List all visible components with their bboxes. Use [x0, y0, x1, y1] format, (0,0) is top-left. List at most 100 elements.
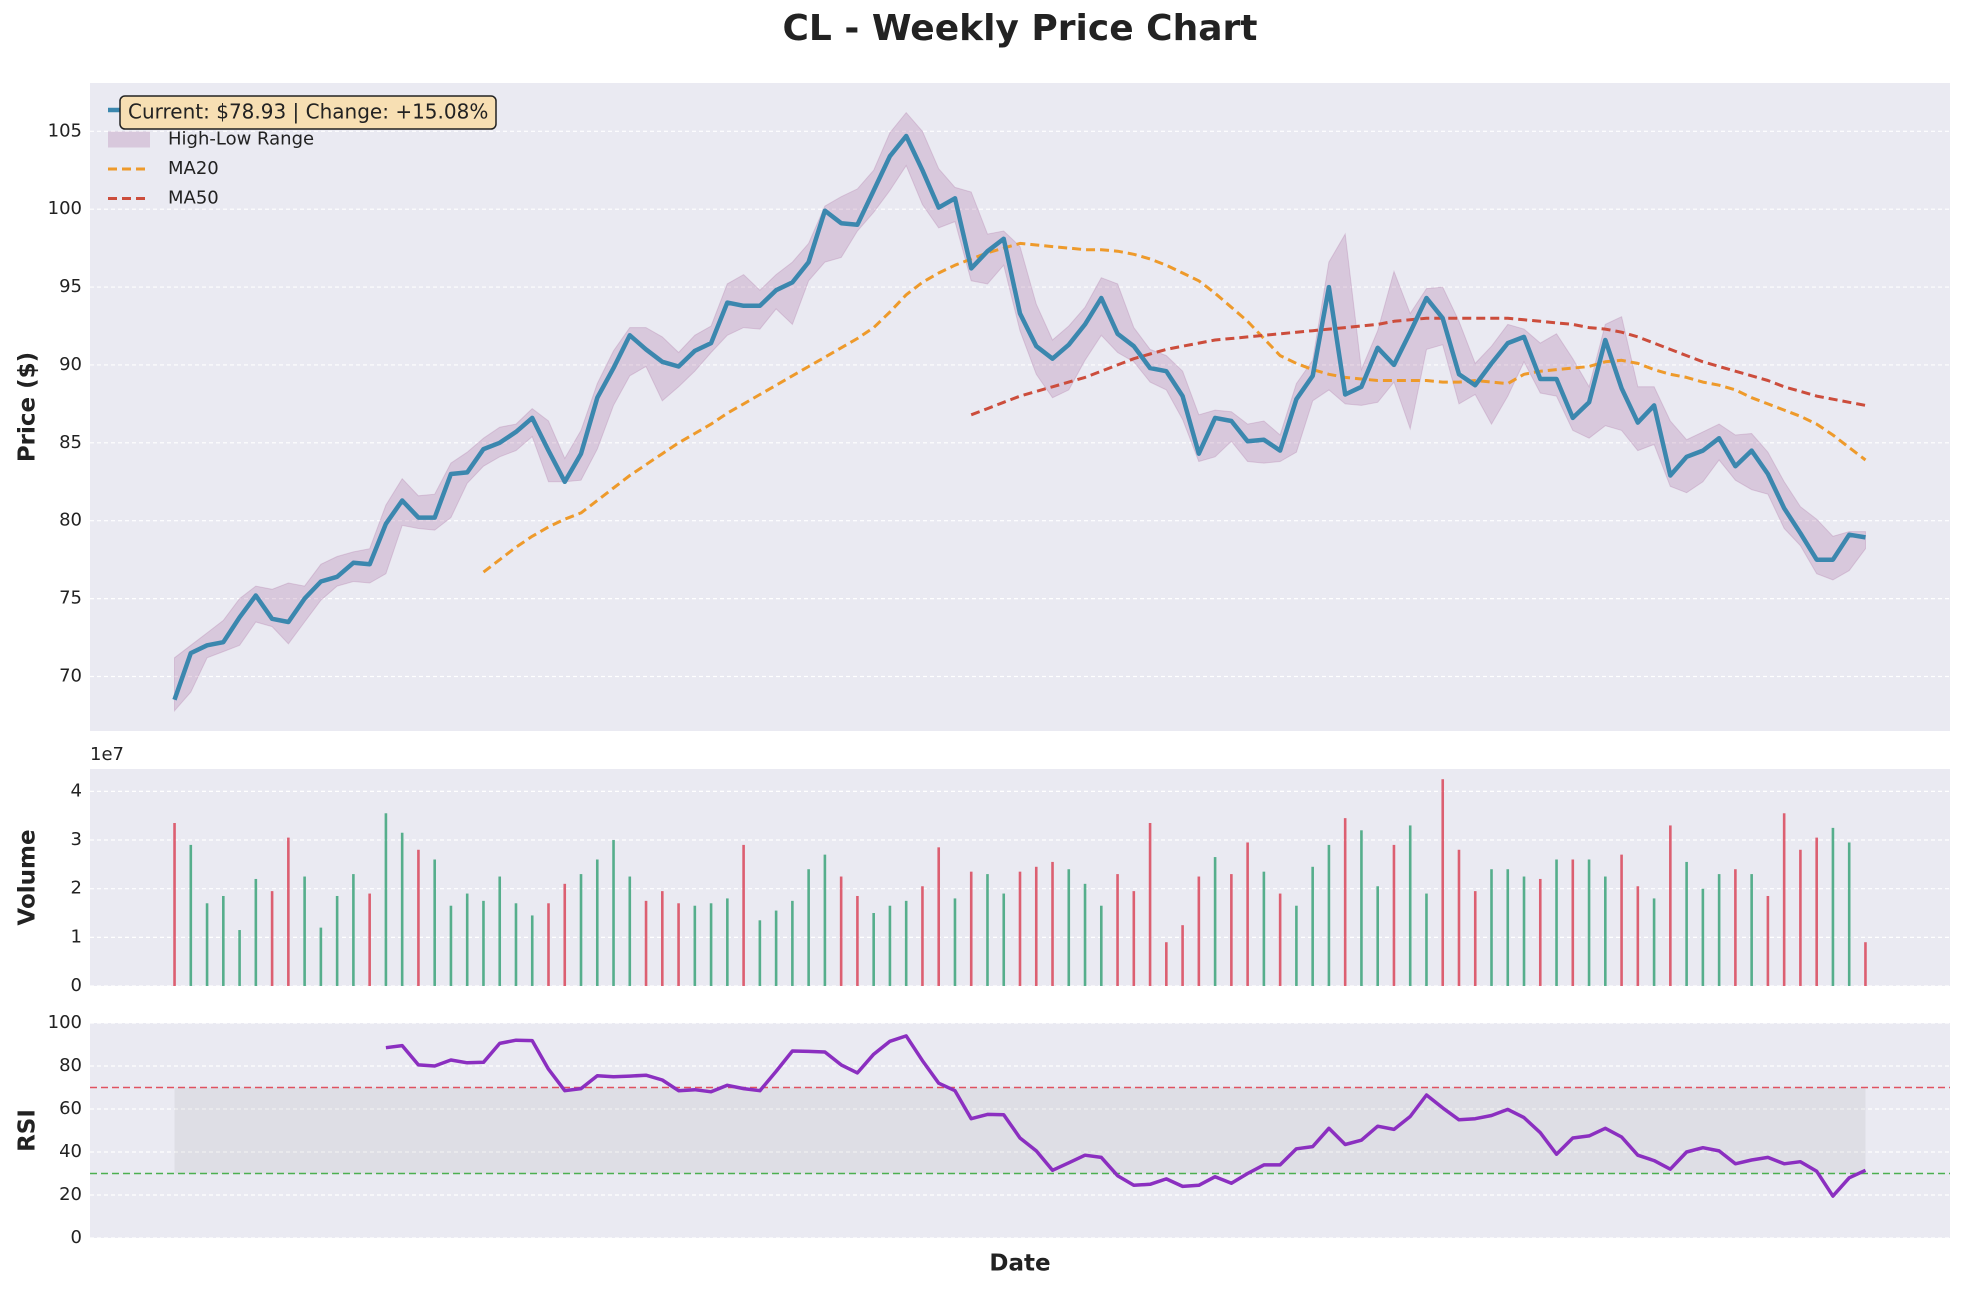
volume-bar — [1262, 871, 1266, 986]
volume-bar — [1425, 893, 1428, 986]
y-tick-label: 80 — [59, 1055, 82, 1076]
y-tick-label: 3 — [71, 829, 82, 850]
volume-bar — [205, 903, 209, 986]
legend-label: MA20 — [168, 158, 219, 179]
y-axis-label: RSI — [15, 1109, 41, 1152]
volume-bar — [872, 913, 875, 986]
volume-bar — [352, 874, 355, 986]
annotation-box — [119, 95, 497, 130]
volume-bar — [1457, 849, 1461, 986]
moving-average — [970, 316, 1866, 417]
y-tick-label: 80 — [59, 510, 82, 531]
volume-bar — [1506, 869, 1510, 986]
volume-bar — [1815, 837, 1818, 986]
volume-bar — [1165, 942, 1168, 986]
moving-average — [482, 241, 1867, 574]
volume-bar — [1604, 876, 1607, 986]
volume-bar — [807, 869, 810, 986]
volume-bar — [1051, 861, 1054, 986]
volume-bar — [856, 895, 859, 986]
volume-bar — [222, 895, 225, 986]
y-tick-label: 20 — [59, 1184, 82, 1205]
volume-bar — [1148, 823, 1152, 986]
volume-bar — [579, 874, 583, 986]
volume-bar — [238, 930, 241, 986]
volume-bar — [1181, 925, 1184, 986]
volume-bar — [986, 874, 989, 986]
chart-title: CL - Weekly Price Chart — [783, 8, 1258, 49]
volume-bar — [888, 905, 892, 986]
plot-background — [90, 1023, 1950, 1238]
volume-bar — [1278, 893, 1282, 986]
volume-bar — [1717, 874, 1721, 986]
volume-bar — [1831, 827, 1835, 986]
volume-bar — [254, 878, 258, 986]
volume-bar — [628, 876, 632, 986]
volume-bar — [1002, 893, 1006, 986]
volume-bar — [465, 893, 469, 986]
volume-bar — [1116, 874, 1119, 986]
volume-bar — [1538, 878, 1542, 986]
volume-bar — [1230, 874, 1233, 986]
volume-bar — [969, 871, 973, 986]
volume-bar — [1376, 886, 1379, 986]
volume-bar — [1750, 874, 1753, 986]
volume-bar — [1782, 813, 1786, 986]
legend-swatch — [108, 131, 150, 148]
volume-bar — [1847, 842, 1851, 986]
y-tick-label: 100 — [48, 198, 82, 219]
volume-bar — [1246, 842, 1249, 986]
volume-bar — [514, 903, 518, 986]
volume-bar — [1555, 859, 1558, 986]
volume-bar — [1360, 830, 1363, 986]
volume-bar — [1652, 898, 1656, 986]
legend-label: MA50 — [168, 188, 219, 209]
volume-bar — [1132, 891, 1136, 986]
volume-bar — [839, 876, 843, 986]
volume-bar — [1620, 854, 1623, 986]
y-tick-label: 70 — [59, 665, 82, 686]
y-tick-label: 95 — [59, 276, 82, 297]
volume-bar — [758, 920, 762, 986]
volume-bar — [709, 903, 713, 986]
y-axis-label: Volume — [15, 829, 41, 925]
volume-bar — [1522, 876, 1526, 986]
volume-bar — [595, 859, 599, 986]
volume-bar — [1669, 825, 1672, 986]
x-axis-label: Date — [989, 1251, 1050, 1277]
volume-bar — [661, 891, 664, 986]
volume-bar — [449, 905, 453, 986]
volume-bar — [433, 859, 436, 986]
high-low-range — [174, 111, 1866, 713]
y-tick-label: 1 — [71, 926, 82, 947]
volume-bar — [644, 900, 648, 986]
y-tick-label: 60 — [59, 1098, 82, 1119]
volume-bar — [612, 840, 615, 986]
volume-bar — [742, 844, 745, 986]
volume-bar — [287, 837, 290, 986]
volume-bar — [384, 813, 388, 986]
volume-bar — [482, 900, 485, 986]
volume-bar — [791, 900, 794, 986]
volume-bar — [1799, 849, 1802, 986]
volume-bar — [270, 891, 274, 986]
volume-bar — [173, 823, 176, 986]
volume-bar — [1067, 869, 1071, 986]
volume-bar — [1636, 886, 1640, 986]
volume-bar — [547, 903, 550, 986]
y-tick-label: 85 — [59, 432, 82, 453]
volume-bar — [1083, 883, 1087, 986]
volume-bar — [400, 832, 404, 986]
volume-bar — [1587, 859, 1591, 986]
volume-bar — [677, 903, 680, 986]
y-tick-label: 40 — [59, 1141, 82, 1162]
y-axis-label: Price ($) — [15, 352, 41, 462]
volume-bar — [1734, 869, 1737, 986]
volume-bar — [1099, 905, 1103, 986]
annotation: Current: $78.93 | Change: +15.08% — [128, 100, 488, 124]
price-line — [172, 133, 1866, 701]
neutral-band — [174, 1087, 1866, 1174]
y-tick-label: 90 — [59, 354, 82, 375]
volume-bar — [1864, 942, 1867, 986]
